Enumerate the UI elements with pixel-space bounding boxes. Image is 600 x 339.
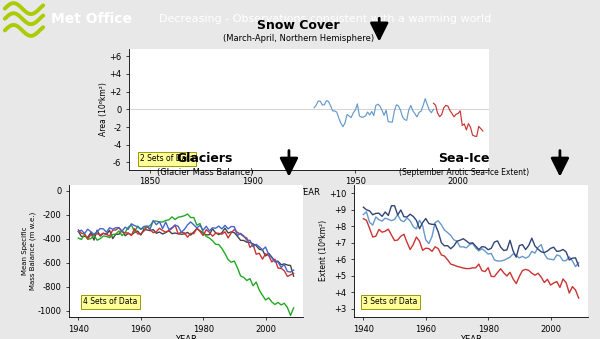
Y-axis label: Mean Specific
Mass Balance (m w.e.): Mean Specific Mass Balance (m w.e.) [22, 212, 36, 290]
Text: Sea-Ice: Sea-Ice [438, 152, 490, 165]
Y-axis label: Area (10⁶km²): Area (10⁶km²) [99, 82, 108, 136]
Text: Glaciers: Glaciers [176, 152, 233, 165]
Text: 2 Sets of Data: 2 Sets of Data [140, 155, 194, 163]
Text: Snow Cover: Snow Cover [257, 19, 340, 32]
X-axis label: YEAR: YEAR [460, 335, 482, 339]
Text: Met Office: Met Office [51, 13, 132, 26]
Text: (March-April, Northern Hemisphere): (March-April, Northern Hemisphere) [223, 34, 374, 43]
Text: 3 Sets of Data: 3 Sets of Data [364, 297, 418, 306]
X-axis label: YEAR: YEAR [298, 187, 320, 197]
Y-axis label: Extent (10⁶km²): Extent (10⁶km²) [319, 220, 328, 281]
Text: (September Arctic Sea-Ice Extent): (September Arctic Sea-Ice Extent) [399, 168, 529, 177]
Text: 4 Sets of Data: 4 Sets of Data [83, 297, 137, 306]
X-axis label: YEAR: YEAR [175, 335, 197, 339]
Text: (Glacier Mass Balance): (Glacier Mass Balance) [157, 168, 253, 177]
Text: Decreasing - Observations consistent with a warming world: Decreasing - Observations consistent wit… [159, 15, 491, 24]
